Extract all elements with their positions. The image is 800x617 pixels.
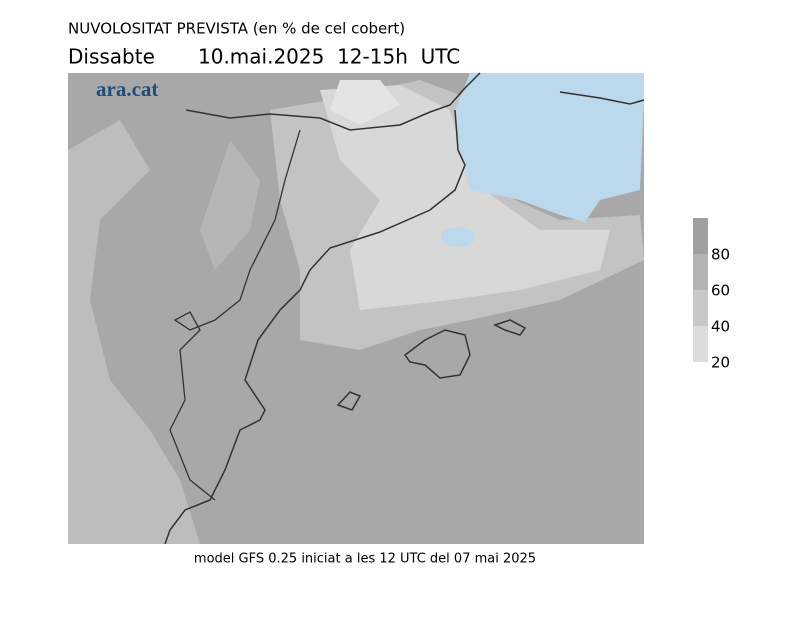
sea [455,73,644,222]
colorbar-band [693,254,708,290]
legend-label: 60 [711,282,730,300]
colorbar: 80 60 40 20 [693,218,730,372]
legend-label: 80 [711,246,730,264]
border [185,72,645,131]
colorbar-band [693,218,708,254]
logo: ara.cat [96,77,158,101]
colorbar-band [693,326,708,362]
legend-label: 20 [711,354,730,372]
island [493,319,527,336]
border [169,129,301,501]
footer: model GFS 0.25 iniciat a les 12 UTC del … [194,552,536,567]
date: 10.mai.2025 12-15h UTC [198,45,460,69]
cloud-area [200,140,260,270]
cloud-area [330,80,400,125]
cloud-area [68,120,200,544]
title: NUVOLOSITAT PREVISTA (en % de cel cobert… [68,20,405,38]
sea [441,227,475,247]
coastline [164,109,466,545]
day: Dissabte [68,45,155,69]
legend-label: 40 [711,318,730,336]
cloud-area [320,85,610,310]
island [336,391,362,411]
colorbar-band [693,290,708,326]
island [403,329,471,379]
map: ara.cat [68,72,645,545]
